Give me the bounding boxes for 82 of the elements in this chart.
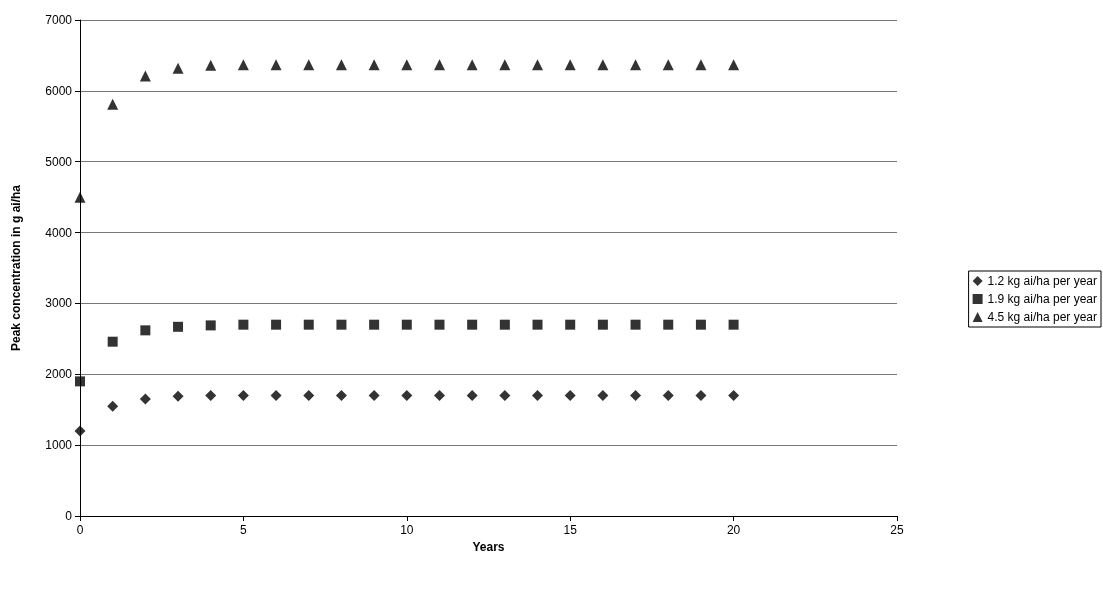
point (728, 390, 740, 402)
point (74, 191, 86, 203)
point (271, 319, 282, 330)
point (237, 59, 249, 71)
point (401, 390, 413, 402)
point (695, 59, 707, 71)
point (662, 390, 674, 402)
point (695, 390, 707, 402)
point (107, 400, 119, 412)
x-tick-label: 10 (400, 523, 414, 537)
point (532, 319, 543, 330)
point (139, 393, 151, 405)
x-tick-label: 25 (890, 523, 904, 537)
point (565, 319, 576, 330)
point (172, 62, 184, 74)
point (335, 390, 347, 402)
point (499, 59, 511, 71)
point (205, 320, 216, 331)
point (597, 319, 608, 330)
point (107, 336, 118, 347)
legend-label: 1.2 kg ai/ha per year (987, 274, 1098, 288)
x-tick-label: 15 (563, 523, 578, 537)
point (532, 59, 544, 71)
point (303, 319, 314, 330)
point (401, 59, 413, 71)
point (368, 390, 380, 402)
point (466, 390, 478, 402)
point (728, 319, 739, 330)
point (630, 319, 641, 330)
point (173, 321, 184, 332)
point (303, 390, 315, 402)
x-axis-title: Years (472, 539, 505, 554)
y-tick-label: 7000 (45, 13, 73, 27)
point (237, 390, 249, 402)
point (499, 319, 510, 330)
point (662, 59, 674, 71)
point (499, 390, 511, 402)
point (369, 319, 380, 330)
point (564, 390, 576, 402)
point (564, 59, 576, 71)
legend-label: 1.9 kg ai/ha per year (987, 292, 1098, 306)
y-tick-label: 6000 (45, 83, 73, 98)
point (368, 59, 380, 71)
point (336, 319, 347, 330)
point (466, 59, 478, 71)
y-tick-label: 3000 (45, 296, 73, 311)
point (434, 319, 445, 330)
x-tick-label: 5 (240, 523, 248, 537)
point (467, 319, 478, 330)
point (597, 59, 609, 71)
point (205, 59, 217, 71)
point (433, 59, 445, 71)
point (172, 390, 184, 402)
y-tick-label: 0 (65, 509, 73, 523)
y-tick-label: 2000 (45, 367, 73, 382)
point (532, 390, 544, 402)
legend-label: 4.5 kg ai/ha per year (987, 310, 1098, 324)
y-tick-label: 1000 (45, 438, 73, 453)
point (630, 390, 642, 402)
x-tick-label: 0 (76, 523, 84, 537)
y-tick-label: 5000 (45, 154, 73, 169)
x-tick-label: 20 (726, 523, 741, 537)
point (205, 390, 217, 402)
point (270, 390, 282, 402)
y-axis-title: Peak concentration in g ai/ha (9, 184, 23, 352)
point (630, 59, 642, 71)
y-tick-label: 4000 (45, 225, 73, 240)
point (139, 70, 151, 82)
point (270, 59, 282, 71)
point (335, 59, 347, 71)
point (663, 319, 674, 330)
point (597, 390, 609, 402)
point (695, 319, 706, 330)
point (433, 390, 445, 402)
point (74, 425, 86, 437)
point (75, 376, 85, 387)
point (303, 59, 315, 71)
point (107, 98, 119, 110)
point (238, 319, 249, 330)
point (401, 319, 412, 330)
point (140, 325, 151, 336)
point (728, 59, 740, 71)
